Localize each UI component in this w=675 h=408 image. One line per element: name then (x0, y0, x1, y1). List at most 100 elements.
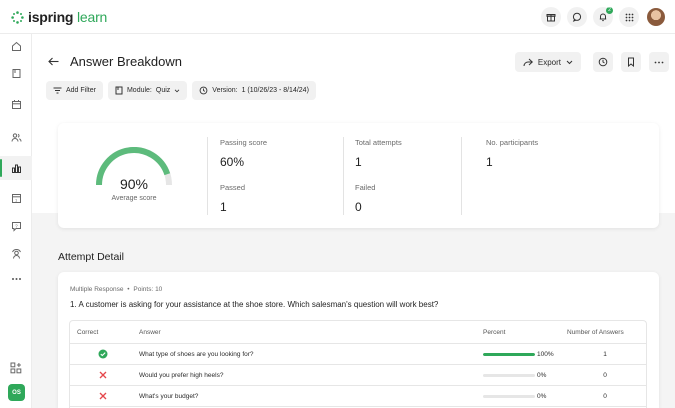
svg-text:1: 1 (15, 197, 18, 202)
bell-icon[interactable]: 2 (593, 7, 613, 27)
answers-table: Correct Answer Percent Number of Answers… (69, 320, 647, 408)
table-row: What's your budget? 0% 0 (70, 386, 646, 407)
incorrect-cross-icon (98, 391, 108, 401)
passed-label: Passed (220, 183, 246, 192)
passing-score-value: 60% (220, 155, 245, 169)
add-filter-button[interactable]: Add Filter (46, 81, 103, 100)
participants-label: No. participants (486, 138, 539, 147)
back-arrow-icon[interactable] (46, 54, 60, 68)
total-attempts-stat: Total attempts 1 (355, 138, 402, 169)
question-text: 1. A customer is asking for your assista… (70, 300, 439, 309)
passed-stat: Passed 1 (220, 183, 245, 214)
add-widget-icon[interactable] (0, 356, 32, 380)
export-label: Export (537, 57, 561, 67)
chat-icon[interactable] (567, 7, 587, 27)
apps-grid-icon[interactable] (619, 7, 639, 27)
question-card: Multiple Response • Points: 10 1. A cust… (58, 272, 659, 408)
module-label: Module: (126, 87, 152, 94)
home-icon[interactable] (0, 34, 32, 58)
divider (343, 137, 344, 215)
calendar-icon[interactable] (0, 92, 32, 116)
answer-count: 0 (603, 372, 607, 379)
add-filter-label: Add Filter (66, 87, 96, 94)
version-value: 1 (10/26/23 - 8/14/24) (241, 87, 309, 94)
gift-icon[interactable] (541, 7, 561, 27)
users-icon[interactable] (0, 125, 32, 149)
ispring-logo[interactable]: ispring learn (11, 8, 107, 26)
chevron-down-icon (566, 60, 573, 64)
user-avatar[interactable] (647, 8, 665, 26)
more-icon[interactable] (0, 267, 32, 291)
version-label: Version: (212, 87, 238, 94)
share-arrow-icon (523, 58, 533, 66)
user-initials-chip[interactable]: OS (8, 384, 25, 401)
module-icon (115, 86, 123, 95)
clock-icon (199, 86, 208, 95)
percent-bar (483, 374, 535, 377)
percent-text: 0% (537, 393, 547, 400)
percent-text: 100% (537, 351, 554, 358)
percent-text: 0% (537, 372, 547, 379)
total-attempts-value: 1 (355, 155, 362, 169)
reports-icon[interactable] (0, 156, 32, 180)
question-points: Points: 10 (133, 286, 163, 293)
percent-bar (483, 353, 535, 356)
average-score-value: 90% (119, 176, 149, 192)
bookmark-button[interactable] (621, 52, 641, 72)
question-meta: Multiple Response • Points: 10 (70, 286, 162, 293)
column-header-answer: Answer (139, 329, 161, 336)
clock-icon (598, 57, 608, 67)
column-header-correct: Correct (77, 329, 99, 336)
version-dropdown[interactable]: Version: 1 (10/26/23 - 8/14/24) (192, 81, 316, 100)
correct-check-icon (98, 349, 108, 359)
page-title: Answer Breakdown (70, 53, 182, 69)
divider (461, 137, 462, 215)
question-icon[interactable]: ? (0, 214, 32, 238)
answer-count: 1 (603, 351, 607, 358)
column-header-count: Number of Answers (567, 329, 624, 336)
more-options-button[interactable] (649, 52, 669, 72)
module-value: Quiz (155, 87, 171, 94)
export-button[interactable]: Export (514, 52, 581, 72)
answer-count: 0 (603, 393, 607, 400)
percent-bar (483, 395, 535, 398)
bookmark-icon (628, 57, 634, 67)
chevron-down-icon (174, 89, 180, 92)
divider (207, 137, 208, 215)
answer-text: Would you prefer high heels? (139, 372, 224, 379)
ellipsis-icon (654, 61, 664, 63)
failed-value: 0 (355, 200, 362, 214)
courses-icon[interactable] (0, 61, 32, 85)
attempt-detail-title: Attempt Detail (58, 251, 124, 263)
top-bar: ispring learn 2 (0, 0, 675, 34)
summary-card: 90% Average score Passing score 60% Pass… (58, 123, 659, 228)
svg-text:?: ? (15, 223, 18, 228)
logo-mark-icon (11, 10, 24, 24)
meta-bullet: • (127, 286, 130, 293)
total-attempts-label: Total attempts (355, 138, 402, 147)
average-score-label: Average score (111, 195, 157, 202)
failed-stat: Failed 0 (355, 183, 375, 214)
incorrect-cross-icon (98, 370, 108, 380)
sidebar: 1 ? OS (0, 34, 32, 408)
table-row: What type of shoes are you looking for? … (70, 344, 646, 365)
failed-label: Failed (355, 183, 376, 192)
average-score-gauge: 90% Average score (91, 147, 177, 207)
participants-stat: No. participants 1 (486, 138, 538, 169)
assignments-icon[interactable]: 1 (0, 186, 32, 210)
answer-text: What's your budget? (139, 393, 199, 400)
passed-value: 1 (220, 200, 227, 214)
percent-bar-fill (483, 353, 535, 356)
question-type: Multiple Response (70, 286, 124, 293)
logo-text: ispring learn (28, 9, 108, 25)
people-search-icon[interactable] (0, 242, 32, 266)
gauge-fill (96, 147, 171, 186)
module-dropdown[interactable]: Module: Quiz (107, 81, 188, 100)
history-button[interactable] (593, 52, 613, 72)
notification-badge: 2 (606, 7, 613, 14)
passing-score-stat: Passing score 60% (220, 138, 267, 169)
table-header: Correct Answer Percent Number of Answers (70, 321, 646, 344)
participants-value: 1 (486, 155, 493, 169)
filter-icon (53, 87, 62, 94)
table-row: Would you prefer high heels? 0% 0 (70, 365, 646, 386)
